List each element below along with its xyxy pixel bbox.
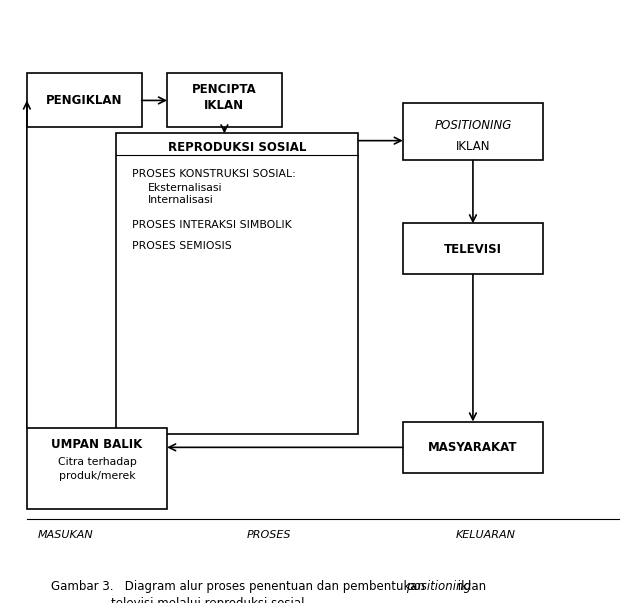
Text: PROSES KONSTRUKSI SOSIAL:: PROSES KONSTRUKSI SOSIAL: <box>132 169 296 180</box>
Text: REPRODUKSI SOSIAL: REPRODUKSI SOSIAL <box>168 140 307 154</box>
Text: IKLAN: IKLAN <box>456 139 490 153</box>
FancyBboxPatch shape <box>27 74 141 127</box>
FancyBboxPatch shape <box>27 428 167 508</box>
Text: Eksternalisasi: Eksternalisasi <box>148 183 223 193</box>
Text: iklan: iklan <box>454 580 486 593</box>
Text: PROSES INTERAKSI SIMBOLIK: PROSES INTERAKSI SIMBOLIK <box>132 221 292 230</box>
Text: produk/merek: produk/merek <box>59 470 135 481</box>
FancyBboxPatch shape <box>403 224 543 274</box>
Text: positioning: positioning <box>406 580 472 593</box>
FancyBboxPatch shape <box>403 421 543 473</box>
Text: PENCIPTA
IKLAN: PENCIPTA IKLAN <box>192 83 257 112</box>
FancyBboxPatch shape <box>116 133 358 434</box>
Text: televisi melalui reproduksi sosial: televisi melalui reproduksi sosial <box>51 597 305 603</box>
Text: Citra terhadap: Citra terhadap <box>58 457 136 467</box>
Text: POSITIONING: POSITIONING <box>435 119 511 132</box>
Text: Internalisasi: Internalisasi <box>148 195 214 205</box>
Text: UMPAN BALIK: UMPAN BALIK <box>51 438 143 451</box>
Text: Gambar 3.   Diagram alur proses penentuan dan pembentukan: Gambar 3. Diagram alur proses penentuan … <box>51 580 429 593</box>
Text: PENGIKLAN: PENGIKLAN <box>46 94 122 107</box>
FancyBboxPatch shape <box>403 104 543 160</box>
Text: PROSES SEMIOSIS: PROSES SEMIOSIS <box>132 241 232 251</box>
Text: KELUARAN: KELUARAN <box>456 529 516 540</box>
Text: MASUKAN: MASUKAN <box>37 529 93 540</box>
Text: MASYARAKAT: MASYARAKAT <box>428 441 518 454</box>
Text: TELEVISI: TELEVISI <box>444 243 502 256</box>
Text: PROSES: PROSES <box>247 529 291 540</box>
FancyBboxPatch shape <box>167 74 282 127</box>
